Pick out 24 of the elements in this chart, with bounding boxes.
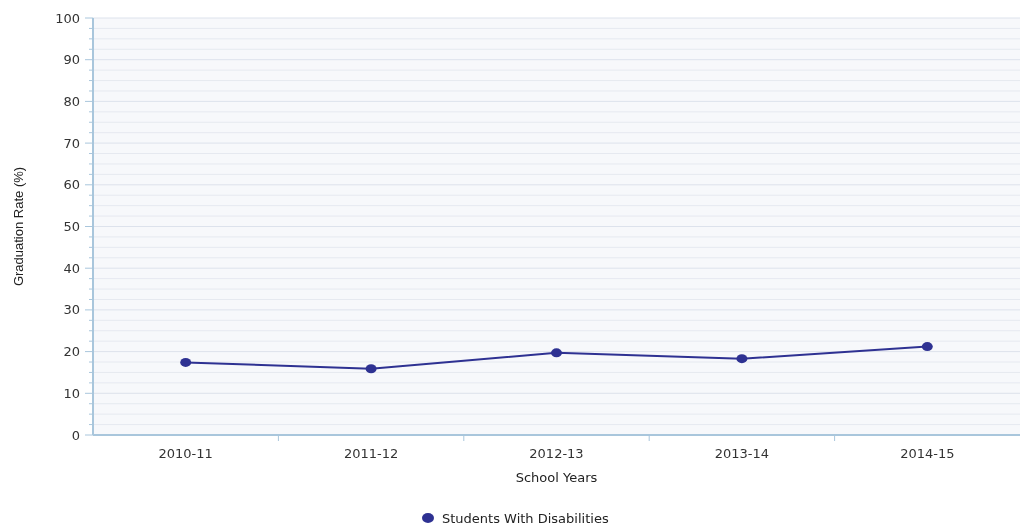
point: [180, 357, 192, 367]
y-tick-label: 10: [63, 385, 80, 401]
x-tick-label: 2011-12: [343, 446, 399, 461]
y-tick-label: 20: [63, 344, 80, 360]
point: [736, 354, 748, 364]
y-tick-label: 90: [63, 52, 80, 68]
x-tick-label: 2013-14: [714, 446, 770, 461]
legend-label: Students With Disabilities: [442, 510, 609, 526]
point: [551, 348, 562, 358]
x-tick-label: 2010-11: [158, 446, 213, 461]
y-axis-title: Graduation Rate (%): [11, 166, 26, 287]
y-tick-label: 0: [71, 427, 80, 443]
y-tick-label: 40: [63, 260, 80, 276]
y-tick-label: 50: [63, 219, 80, 235]
y-tick-label: 70: [63, 135, 80, 151]
y-tick-label: 60: [63, 177, 80, 193]
point: [365, 364, 377, 374]
y-tick-label: 80: [63, 93, 80, 109]
x-axis-title: School Years: [515, 470, 598, 485]
x-tick-label: 2014-15: [900, 446, 955, 461]
x-tick-label: 2012-13: [529, 446, 584, 461]
y-tick-label: 100: [55, 10, 80, 26]
y-tick-label: 30: [63, 302, 80, 318]
point: [921, 342, 933, 352]
